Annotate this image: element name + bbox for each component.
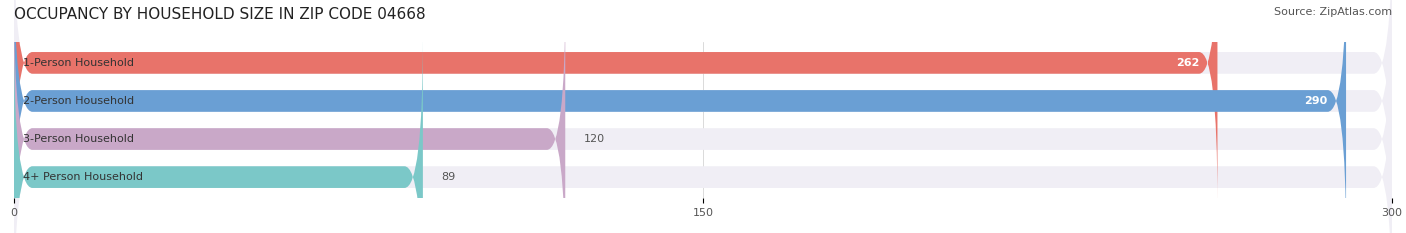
FancyBboxPatch shape — [14, 36, 1392, 233]
FancyBboxPatch shape — [14, 36, 423, 233]
Text: 2-Person Household: 2-Person Household — [24, 96, 135, 106]
FancyBboxPatch shape — [14, 0, 1392, 233]
FancyBboxPatch shape — [14, 0, 1218, 204]
Text: 1-Person Household: 1-Person Household — [24, 58, 134, 68]
FancyBboxPatch shape — [14, 0, 565, 233]
FancyBboxPatch shape — [14, 0, 1392, 204]
Text: Source: ZipAtlas.com: Source: ZipAtlas.com — [1274, 7, 1392, 17]
Text: 262: 262 — [1175, 58, 1199, 68]
Text: 290: 290 — [1305, 96, 1327, 106]
Text: 89: 89 — [441, 172, 456, 182]
Text: 120: 120 — [583, 134, 605, 144]
Text: OCCUPANCY BY HOUSEHOLD SIZE IN ZIP CODE 04668: OCCUPANCY BY HOUSEHOLD SIZE IN ZIP CODE … — [14, 7, 426, 22]
Text: 4+ Person Household: 4+ Person Household — [24, 172, 143, 182]
FancyBboxPatch shape — [14, 0, 1346, 233]
Text: 3-Person Household: 3-Person Household — [24, 134, 134, 144]
FancyBboxPatch shape — [14, 0, 1392, 233]
